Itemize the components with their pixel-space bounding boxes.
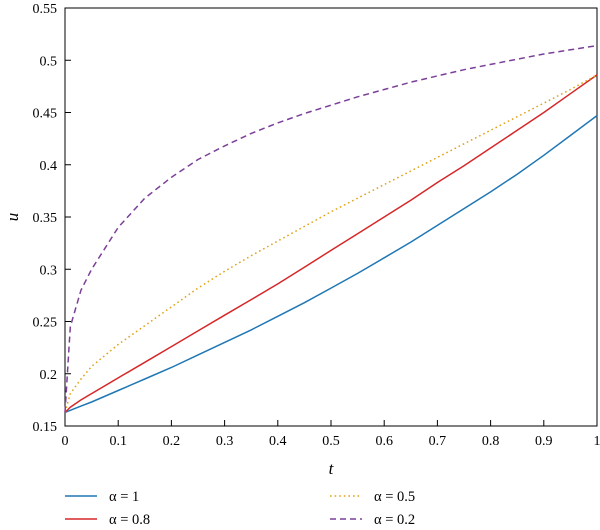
x-tick-label: 0.4 xyxy=(269,434,287,449)
x-axis-label: t xyxy=(329,459,335,478)
x-tick-label: 0 xyxy=(62,434,69,449)
y-tick-label: 0.4 xyxy=(40,159,58,174)
y-tick-label: 0.3 xyxy=(40,263,58,278)
y-tick-label: 0.55 xyxy=(33,2,58,17)
x-tick-label: 0.1 xyxy=(109,434,127,449)
y-tick-label: 0.25 xyxy=(33,316,58,331)
y-tick-label: 0.35 xyxy=(33,211,58,226)
x-tick-label: 0.8 xyxy=(482,434,500,449)
x-tick-label: 0.3 xyxy=(216,434,234,449)
x-tick-label: 0.9 xyxy=(535,434,553,449)
y-tick-label: 0.15 xyxy=(33,420,58,435)
legend-label-3: α = 0.5 xyxy=(374,489,415,505)
series-line-1 xyxy=(64,114,598,414)
series-layer xyxy=(64,44,598,414)
series-line-3 xyxy=(64,74,598,413)
series-line-4 xyxy=(64,44,598,413)
x-tick-label: 0.6 xyxy=(375,434,393,449)
x-ticks: 0 0.1 0.2 0.3 0.4 0.5 0.6 0.7 0.8 0.9 1 xyxy=(62,420,600,449)
series-line-2 xyxy=(64,74,598,413)
x-tick-label: 1 xyxy=(594,434,600,449)
y-tick-label: 0.5 xyxy=(40,54,58,69)
plot-frame xyxy=(64,7,598,427)
y-ticks: 0.15 0.2 0.25 0.3 0.35 0.4 0.45 0.5 0.55 xyxy=(33,2,71,435)
x-tick-label: 0.5 xyxy=(322,434,340,449)
legend: α = 1 α = 0.8 α = 0.5 α = 0.2 xyxy=(65,489,415,528)
legend-label-4: α = 0.2 xyxy=(374,512,415,528)
legend-label-1: α = 1 xyxy=(109,489,139,505)
y-tick-label: 0.2 xyxy=(40,368,58,383)
y-axis-label: u xyxy=(3,213,22,222)
x-tick-label: 0.7 xyxy=(429,434,447,449)
legend-label-2: α = 0.8 xyxy=(109,512,150,528)
y-tick-label: 0.45 xyxy=(33,107,58,122)
x-tick-label: 0.2 xyxy=(163,434,181,449)
